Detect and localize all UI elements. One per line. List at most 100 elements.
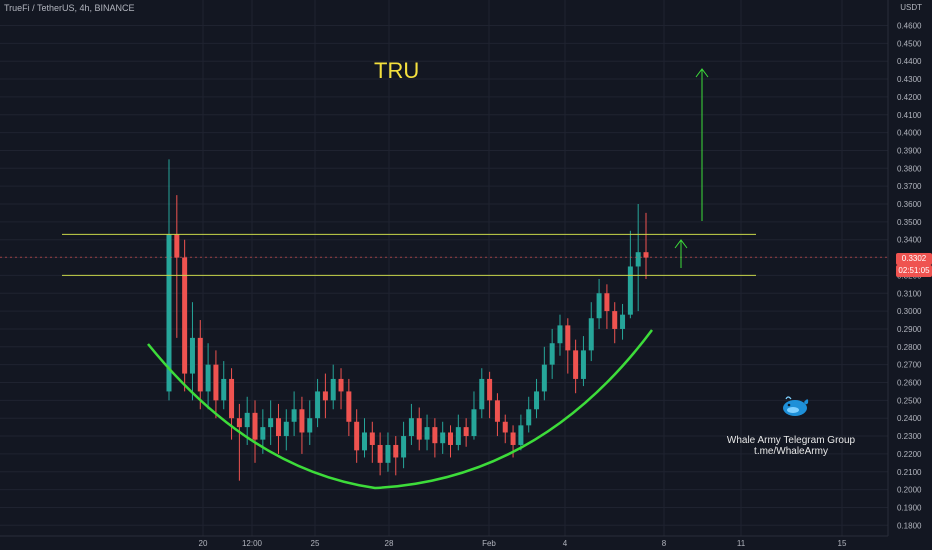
candle [377,432,383,476]
candle [596,278,602,329]
x-tick-label: 28 [385,539,394,548]
candle [463,418,469,447]
y-tick-label: 0.2500 [897,396,922,405]
y-tick-label: 0.2800 [897,343,922,352]
candle [252,400,258,463]
candle [534,378,540,419]
y-tick-label: 0.4100 [897,111,922,120]
candle [518,414,524,451]
x-axis-ticks: 20 12:00 25 28 Feb 4 8 11 15 [199,539,847,548]
candle [330,364,336,410]
candle [197,320,203,410]
x-tick-label: 11 [737,539,746,548]
candle [541,346,547,401]
cup-curve [147,329,654,490]
y-tick-label: 0.2200 [897,450,922,459]
symbol-title: TrueFi / TetherUS, 4h, BINANCE [4,3,135,13]
y-tick-label: 0.3600 [897,200,922,209]
candle [393,436,399,476]
annotations [0,68,888,490]
y-tick-label: 0.3800 [897,164,922,173]
candle [354,409,360,463]
y-tick-label: 0.4300 [897,75,922,84]
y-tick-label: 0.2600 [897,379,922,388]
x-tick-label: 8 [662,539,667,548]
candle [166,159,172,401]
candle [338,368,344,410]
candle [221,361,227,410]
candle [502,414,508,444]
y-tick-label: 0.3900 [897,146,922,155]
candle [588,302,594,362]
candle [612,302,618,344]
chart-annotation-title: TRU [374,58,420,83]
candle [479,368,485,419]
candle [174,195,180,338]
y-tick-label: 0.4400 [897,57,922,66]
arrow-up-icon [674,239,688,268]
x-tick-label: 25 [311,539,320,548]
y-tick-label: 0.3500 [897,218,922,227]
y-tick-label: 0.2400 [897,414,922,423]
y-tick-label: 0.4500 [897,39,922,48]
arrow-up-icon [695,68,709,221]
candle [620,303,626,340]
candle [549,328,555,379]
candle [643,212,649,279]
candle [487,371,493,419]
candle [189,302,195,401]
candle [322,373,328,419]
candle [299,396,305,454]
candle [182,239,188,392]
candle [205,343,211,410]
y-tick-label: 0.2100 [897,468,922,477]
candle [432,418,438,458]
last-price-tag: 0.3302 [896,253,932,265]
candle [440,421,446,454]
y-tick-label: 0.2000 [897,486,922,495]
y-tick-label: 0.1800 [897,521,922,530]
x-tick-label: 4 [563,539,568,548]
candle [401,421,407,469]
candle [424,414,430,451]
candle [213,350,219,419]
x-tick-label: Feb [482,539,496,548]
candle [526,396,532,433]
candle [557,314,563,356]
y-tick-label: 0.4200 [897,93,922,102]
candle [408,403,414,445]
y-tick-label: 0.2900 [897,325,922,334]
x-tick-label: 15 [838,539,847,548]
candle [283,409,289,451]
whale-logo-icon [783,396,809,416]
candle [471,391,477,440]
x-tick-label: 20 [199,539,208,548]
candle [455,414,461,451]
y-tick-label: 0.3000 [897,307,922,316]
y-tick-label: 0.4600 [897,22,922,31]
y-tick-label: 0.2700 [897,361,922,370]
candle [236,403,242,481]
candle [627,230,633,319]
candle [275,403,281,454]
candle [416,407,422,451]
candle [361,418,367,458]
candles [166,159,649,481]
y-tick-label: 0.1900 [897,503,922,512]
candle [369,421,375,463]
candle [448,425,454,458]
candle [346,378,352,437]
candle [291,391,297,437]
bar-countdown-tag: 02:51:05 [896,265,932,277]
candle [604,284,610,329]
candle [494,393,500,437]
candle [573,339,579,394]
candle [307,400,313,445]
candle [635,204,641,312]
promo-line-2: t.me/WhaleArmy [754,446,828,457]
candle [268,400,274,445]
x-tick-label: 12:00 [242,539,263,548]
y-tick-label: 0.3700 [897,182,922,191]
